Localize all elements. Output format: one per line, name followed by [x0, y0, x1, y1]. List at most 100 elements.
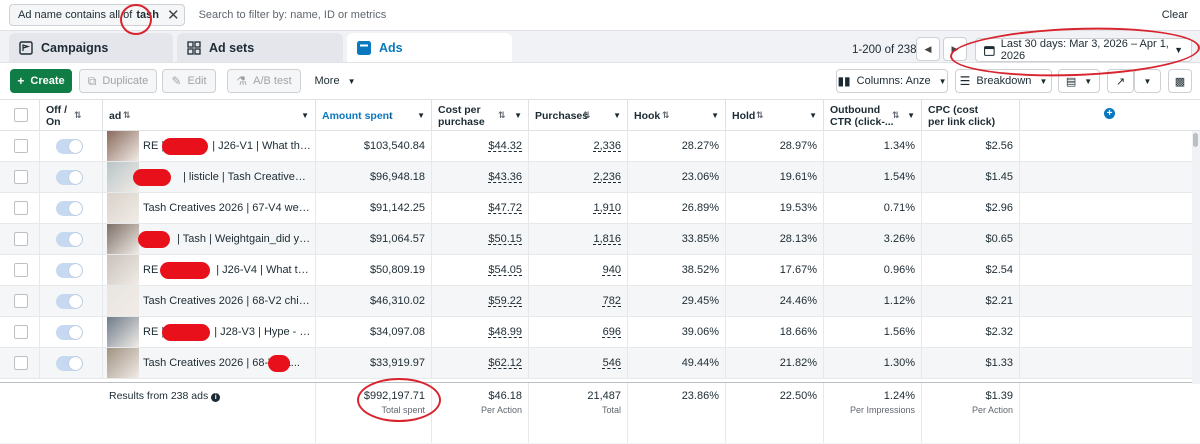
caret-down-icon[interactable]: ▼ — [514, 111, 522, 120]
sort-icon[interactable]: ⇅ — [892, 110, 900, 120]
cell-value[interactable]: 546 — [602, 357, 621, 369]
ad-name-cell[interactable] — [103, 224, 316, 254]
header-outbound-ctr[interactable]: Outbound CTR (click-... ⇅ ▼ — [824, 100, 922, 132]
cell-value[interactable]: $50.15 — [488, 233, 522, 245]
prev-page-button[interactable]: ◀ — [916, 37, 940, 61]
ad-thumbnail[interactable] — [107, 286, 139, 316]
export-dropdown-button[interactable]: ▼ — [1134, 69, 1161, 93]
cell-value[interactable]: $59.22 — [488, 295, 522, 307]
row-checkbox[interactable] — [14, 232, 28, 246]
caret-down-icon[interactable]: ▼ — [809, 111, 817, 120]
row-checkbox[interactable] — [14, 139, 28, 153]
table-row[interactable]: RE | | J28-V3 | Hype - W... $34,097.08 $48.… — [0, 317, 1192, 348]
ad-status-toggle[interactable] — [56, 294, 83, 309]
sort-icon[interactable]: ⇅ — [756, 110, 764, 120]
ad-name-cell[interactable] — [103, 193, 316, 223]
table-row[interactable]: | listicle | Tash Creatives | 71_... $96,… — [0, 162, 1192, 193]
header-ad[interactable]: ad ⇅ ▼ — [103, 100, 316, 132]
ad-status-toggle[interactable] — [56, 263, 83, 278]
columns-button[interactable]: ▮▮ Columns: Anze ▼ — [836, 69, 948, 93]
ad-status-toggle[interactable] — [56, 201, 83, 216]
tab-ad-sets[interactable]: Ad sets — [177, 33, 343, 63]
header-cpc[interactable]: CPC (cost per link click) — [922, 100, 1020, 132]
breakdown-button[interactable]: ☰ Breakdown ▼ — [955, 69, 1052, 93]
ab-test-button[interactable]: ⚗ A/B test — [227, 69, 301, 93]
cell-value[interactable]: 1,910 — [593, 202, 621, 214]
table-row[interactable]: | Tash | Weightgain_did you k... $91,064.… — [0, 224, 1192, 255]
ad-thumbnail[interactable] — [107, 348, 139, 378]
cell-value[interactable]: $44.32 — [488, 140, 522, 152]
table-row[interactable]: Tash Creatives 2026 | 67-V4 weight ... $9… — [0, 193, 1192, 224]
cell-value[interactable]: $47.72 — [488, 202, 522, 214]
ad-status-toggle[interactable] — [56, 232, 83, 247]
ad-name-cell[interactable] — [103, 286, 316, 316]
cell-value[interactable]: 696 — [602, 326, 621, 338]
more-button[interactable]: More ▼ — [310, 69, 360, 93]
ad-status-toggle[interactable] — [56, 356, 83, 371]
scrollbar-thumb[interactable] — [1193, 133, 1198, 147]
cell-value[interactable]: $48.99 — [488, 326, 522, 338]
cell-value[interactable]: 2,336 — [593, 140, 621, 152]
row-checkbox[interactable] — [14, 170, 28, 184]
caret-down-icon[interactable]: ▼ — [711, 111, 719, 120]
row-checkbox[interactable] — [14, 201, 28, 215]
ad-status-toggle[interactable] — [56, 170, 83, 185]
ad-status-toggle[interactable] — [56, 325, 83, 340]
caret-down-icon[interactable]: ▼ — [417, 111, 425, 120]
header-purchases[interactable]: Purchases ⇅ ▼ — [529, 100, 628, 132]
header-amount-spent[interactable]: Amount spent ↓ ▼ — [316, 100, 432, 132]
table-row[interactable]: Tash Creatives 2026 | 68-V2 chin ha... $4… — [0, 286, 1192, 317]
table-row[interactable]: RE | | J26-V1 | What they... $103,540.84 $4… — [0, 131, 1192, 162]
ad-thumbnail[interactable] — [107, 224, 139, 254]
sort-desc-icon[interactable]: ↓ — [388, 110, 393, 120]
edit-button[interactable]: ✎ Edit — [162, 69, 216, 93]
ad-thumbnail[interactable] — [107, 193, 139, 223]
scrollbar[interactable] — [1192, 131, 1200, 384]
ad-name-cell[interactable] — [103, 255, 316, 285]
ad-name-cell[interactable] — [103, 317, 316, 347]
header-hold[interactable]: Hold ⇅ ▼ — [726, 100, 824, 132]
sort-icon[interactable]: ⇅ — [583, 110, 591, 120]
create-button[interactable]: + Create — [10, 69, 72, 93]
next-page-button[interactable]: ▶ — [943, 37, 967, 61]
ad-status-toggle[interactable] — [56, 139, 83, 154]
cell-value[interactable]: 782 — [602, 295, 621, 307]
clear-button[interactable]: Clear — [1161, 9, 1188, 21]
caret-down-icon[interactable]: ▼ — [301, 111, 309, 120]
ad-name[interactable]: Tash Creatives 2026 | 67-V4 weight ... — [143, 193, 311, 223]
row-checkbox[interactable] — [14, 325, 28, 339]
sort-icon[interactable]: ⇅ — [123, 110, 131, 120]
cell-value[interactable]: 1,816 — [593, 233, 621, 245]
filter-search-input[interactable]: Search to filter by: name, ID or metrics — [198, 9, 387, 21]
duplicate-button[interactable]: ⧉ Duplicate — [79, 69, 157, 93]
row-checkbox[interactable] — [14, 356, 28, 370]
close-icon[interactable]: ✕ — [166, 7, 180, 24]
cell-value[interactable]: 940 — [602, 264, 621, 276]
select-all-checkbox[interactable] — [14, 108, 28, 122]
caret-down-icon[interactable]: ▼ — [613, 111, 621, 120]
reports-button[interactable]: ▤ ▼ — [1058, 69, 1100, 93]
ad-name-cell[interactable] — [103, 348, 316, 378]
export-button[interactable]: ↗ — [1107, 69, 1134, 93]
table-row[interactable]: Tash Creatives 2026 | 68-V1 a... $33,919.… — [0, 348, 1192, 379]
ad-thumbnail[interactable] — [107, 255, 139, 285]
sort-icon[interactable]: ⇅ — [498, 110, 506, 120]
add-column-icon[interactable]: + — [1104, 108, 1115, 119]
ad-name-cell[interactable] — [103, 131, 316, 161]
caret-down-icon[interactable]: ▼ — [907, 111, 915, 120]
row-checkbox[interactable] — [14, 294, 28, 308]
filter-chip[interactable]: Ad name contains all of tash ✕ — [9, 4, 185, 26]
cell-value[interactable]: 2,236 — [593, 171, 621, 183]
row-checkbox[interactable] — [14, 263, 28, 277]
sort-icon[interactable]: ⇅ — [74, 110, 82, 120]
tab-ads[interactable]: Ads — [347, 33, 512, 63]
table-row[interactable]: RE | | J26-V4 | What the... $50,809.19 $54.… — [0, 255, 1192, 286]
info-icon[interactable]: i — [211, 393, 221, 402]
tab-campaigns[interactable]: Campaigns — [9, 33, 173, 63]
cell-value[interactable]: $62.12 — [488, 357, 522, 369]
ad-thumbnail[interactable] — [107, 317, 139, 347]
ad-name-cell[interactable] — [103, 162, 316, 192]
header-toggle[interactable]: Off / On ⇅ — [40, 100, 103, 132]
chart-button[interactable]: ▩ — [1168, 69, 1192, 93]
ad-thumbnail[interactable] — [107, 131, 139, 161]
